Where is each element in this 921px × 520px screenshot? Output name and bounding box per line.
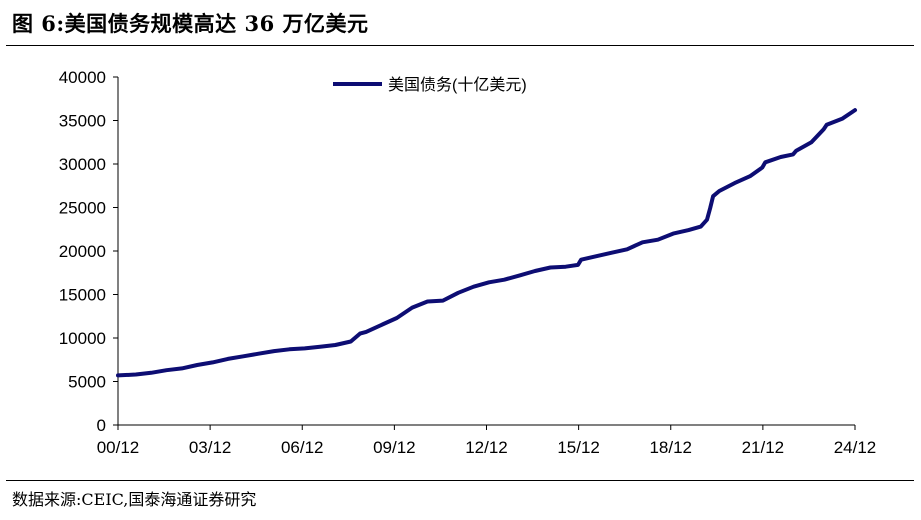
x-axis-ticks: 00/12 03/12 06/12 09/12 12/12 15/12 18/12 21/12… xyxy=(97,425,877,457)
y-tick-label: 40000 xyxy=(59,68,106,87)
y-tick-label: 20000 xyxy=(59,242,106,261)
y-axis-ticks: 0 5000 10000 15000 20000 25000 30000 35000 40000 xyxy=(59,68,118,435)
bottom-rule xyxy=(6,480,914,481)
x-tick-label: 21/12 xyxy=(742,438,785,457)
y-tick-label: 10000 xyxy=(59,329,106,348)
y-tick-label: 30000 xyxy=(59,155,106,174)
legend: 美国债务(十亿美元) xyxy=(333,76,527,94)
x-tick-label: 12/12 xyxy=(465,438,508,457)
legend-label: 美国债务(十亿美元) xyxy=(388,76,527,94)
x-tick-label: 18/12 xyxy=(649,438,692,457)
y-tick-label: 0 xyxy=(97,416,106,435)
x-tick-label: 15/12 xyxy=(557,438,600,457)
figure-title: 图 6:美国债务规模高达 36 万亿美元 xyxy=(12,11,369,36)
x-tick-label: 24/12 xyxy=(834,438,877,457)
y-tick-label: 35000 xyxy=(59,112,106,131)
x-tick-label: 03/12 xyxy=(189,438,232,457)
y-tick-label: 25000 xyxy=(59,199,106,218)
y-tick-label: 15000 xyxy=(59,286,106,305)
plot-area xyxy=(116,108,857,378)
x-tick-label: 09/12 xyxy=(373,438,416,457)
top-rule xyxy=(6,45,914,46)
y-tick-label: 5000 xyxy=(68,373,106,392)
chart-axes xyxy=(117,77,855,426)
x-tick-label: 06/12 xyxy=(281,438,324,457)
source-note: 数据来源:CEIC,国泰海通证券研究 xyxy=(12,490,257,509)
x-tick-label: 00/12 xyxy=(97,438,140,457)
series-line xyxy=(116,108,857,378)
debt-line-chart: 0 5000 10000 15000 20000 25000 30000 35000 40000… xyxy=(59,68,877,457)
